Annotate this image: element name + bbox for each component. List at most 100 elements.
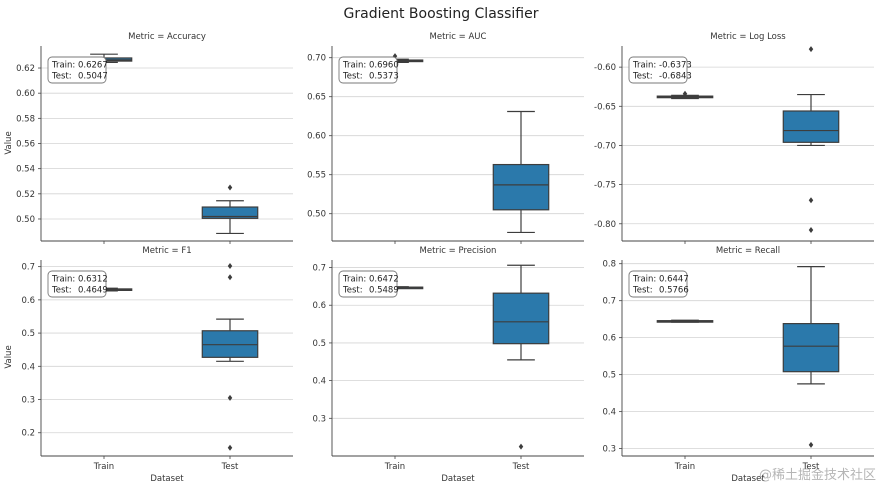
y-tick-label: 0.4 (21, 362, 35, 372)
annotation-train-value: 0.6267 (78, 61, 108, 71)
annotation-test-value: 0.4649 (78, 286, 108, 296)
annotation-train-value: -0.6373 (659, 61, 692, 71)
box-iqr (201, 330, 259, 358)
watermark: @稀土掘金技术社区 (758, 468, 876, 483)
stats-annotation: Train: -0.6373 Test: -0.6843 (628, 56, 692, 84)
annotation-test-label: Test: (51, 286, 72, 296)
stats-annotation: Train: 0.6472 Test: 0.5489 (338, 270, 399, 298)
annotation-test-label: Test: (51, 72, 72, 82)
annotation-test-value: -0.6843 (659, 72, 692, 82)
x-tick-label-train: Train (93, 462, 114, 472)
y-tick-label: 0.55 (307, 171, 326, 181)
outlier-point (227, 444, 233, 451)
outlier-point (808, 46, 814, 53)
y-tick-label: 0.58 (16, 114, 35, 124)
annotation-box (338, 270, 398, 298)
annotation-test-label: Test: (632, 286, 653, 296)
annotation-box (628, 270, 688, 298)
annotation-train-label: Train: (632, 61, 656, 71)
x-axis-label-right: Dataset (731, 474, 765, 484)
panel-title: Metric = Precision (420, 246, 497, 256)
y-tick-label: 0.65 (307, 93, 326, 103)
y-tick-label: 0.4 (312, 377, 326, 387)
box-iqr (201, 206, 259, 219)
annotation-test-value: 0.5489 (369, 286, 399, 296)
box-test (782, 266, 840, 448)
annotation-train-label: Train: (632, 275, 656, 285)
panel-title: Metric = Log Loss (710, 32, 786, 42)
chart-title: Gradient Boosting Classifier (344, 6, 539, 22)
annotation-train-label: Train: (51, 275, 75, 285)
box-iqr (492, 292, 550, 345)
annotation-test-value: 0.5766 (659, 286, 689, 296)
y-tick-label: 0.7 (602, 297, 616, 307)
annotation-test-label: Test: (342, 286, 363, 296)
panel-6: 0.3 0.4 0.5 0.6 0.7 0.8 Metric = Recall Train Te… (602, 246, 874, 472)
y-tick-label: 0.4 (602, 408, 616, 418)
y-tick-label: 0.62 (16, 64, 35, 74)
panel-4: 0.2 0.3 0.4 0.5 0.6 0.7 Metric = F1 Train Test Tr… (21, 246, 293, 472)
outlier-point (682, 90, 688, 97)
annotation-train-value: 0.6960 (369, 61, 399, 71)
x-tick-label-train: Train (674, 462, 695, 472)
box-test (201, 262, 259, 451)
panel-5: 0.3 0.4 0.5 0.6 0.7 Metric = Precision Train Te… (312, 246, 584, 472)
y-tick-label: 0.6 (21, 296, 35, 306)
annotation-box (47, 270, 107, 298)
y-tick-label: 0.8 (602, 260, 616, 270)
annotation-box (628, 56, 688, 84)
outlier-point (227, 394, 233, 401)
y-tick-label: 0.5 (21, 329, 35, 339)
y-tick-label: 0.50 (16, 215, 35, 225)
y-tick-label: 0.70 (307, 54, 326, 64)
panel-3: -0.80 -0.75 -0.70 -0.65 -0.60 Metric = Log Lo… (594, 32, 874, 244)
outlier-point (227, 274, 233, 281)
annotation-train-label: Train: (51, 61, 75, 71)
annotation-train-value: 0.6312 (78, 275, 108, 285)
panel-title: Metric = Recall (716, 246, 780, 256)
box-train (656, 90, 714, 100)
y-tick-label: 0.5 (312, 339, 326, 349)
outlier-point (808, 197, 814, 204)
annotation-test-label: Test: (632, 72, 653, 82)
stats-annotation: Train: 0.6447 Test: 0.5766 (628, 270, 689, 298)
annotation-box (338, 56, 398, 84)
annotation-train-label: Train: (342, 61, 366, 71)
annotation-test-value: 0.5047 (78, 72, 108, 82)
stats-annotation: Train: 0.6267 Test: 0.5047 (47, 56, 108, 84)
annotation-train-label: Train: (342, 275, 366, 285)
stats-annotation: Train: 0.6312 Test: 0.4649 (47, 270, 108, 298)
y-tick-label: 0.56 (16, 140, 35, 150)
panel-title: Metric = F1 (142, 246, 191, 256)
y-tick-label: 0.7 (21, 263, 35, 273)
box-test (201, 184, 259, 235)
box-test (492, 264, 550, 450)
x-axis-label-middle: Dataset (441, 474, 475, 484)
outlier-point (808, 227, 814, 234)
y-axis-label-bottom: Value (4, 345, 14, 368)
x-tick-label-test: Test (802, 462, 820, 472)
annotation-train-value: 0.6447 (659, 275, 689, 285)
panels-group: 0.50 0.52 0.54 0.56 0.58 0.60 0.62 Metric = Acc… (16, 32, 874, 472)
y-tick-label: -0.60 (594, 63, 616, 73)
y-tick-label: 0.54 (16, 165, 35, 175)
outlier-point (518, 443, 524, 450)
x-tick-label-test: Test (221, 462, 239, 472)
annotation-test-label: Test: (342, 72, 363, 82)
y-tick-label: 0.3 (602, 445, 616, 455)
x-tick-label-train: Train (384, 462, 405, 472)
panel-title: Metric = Accuracy (128, 32, 206, 42)
stats-annotation: Train: 0.6960 Test: 0.5373 (338, 56, 399, 84)
outlier-point (227, 262, 233, 269)
panel-1: 0.50 0.52 0.54 0.56 0.58 0.60 0.62 Metric = Acc… (16, 32, 293, 244)
y-tick-label: 0.60 (307, 132, 326, 142)
box-train (656, 319, 714, 323)
y-tick-label: 0.60 (16, 89, 35, 99)
y-tick-label: 0.5 (602, 371, 616, 381)
box-test (782, 46, 840, 234)
y-tick-label: 0.6 (312, 301, 326, 311)
box-iqr (492, 163, 550, 211)
y-tick-label: 0.50 (307, 210, 326, 220)
y-tick-label: 0.52 (16, 190, 35, 200)
y-tick-label: -0.65 (594, 102, 616, 112)
